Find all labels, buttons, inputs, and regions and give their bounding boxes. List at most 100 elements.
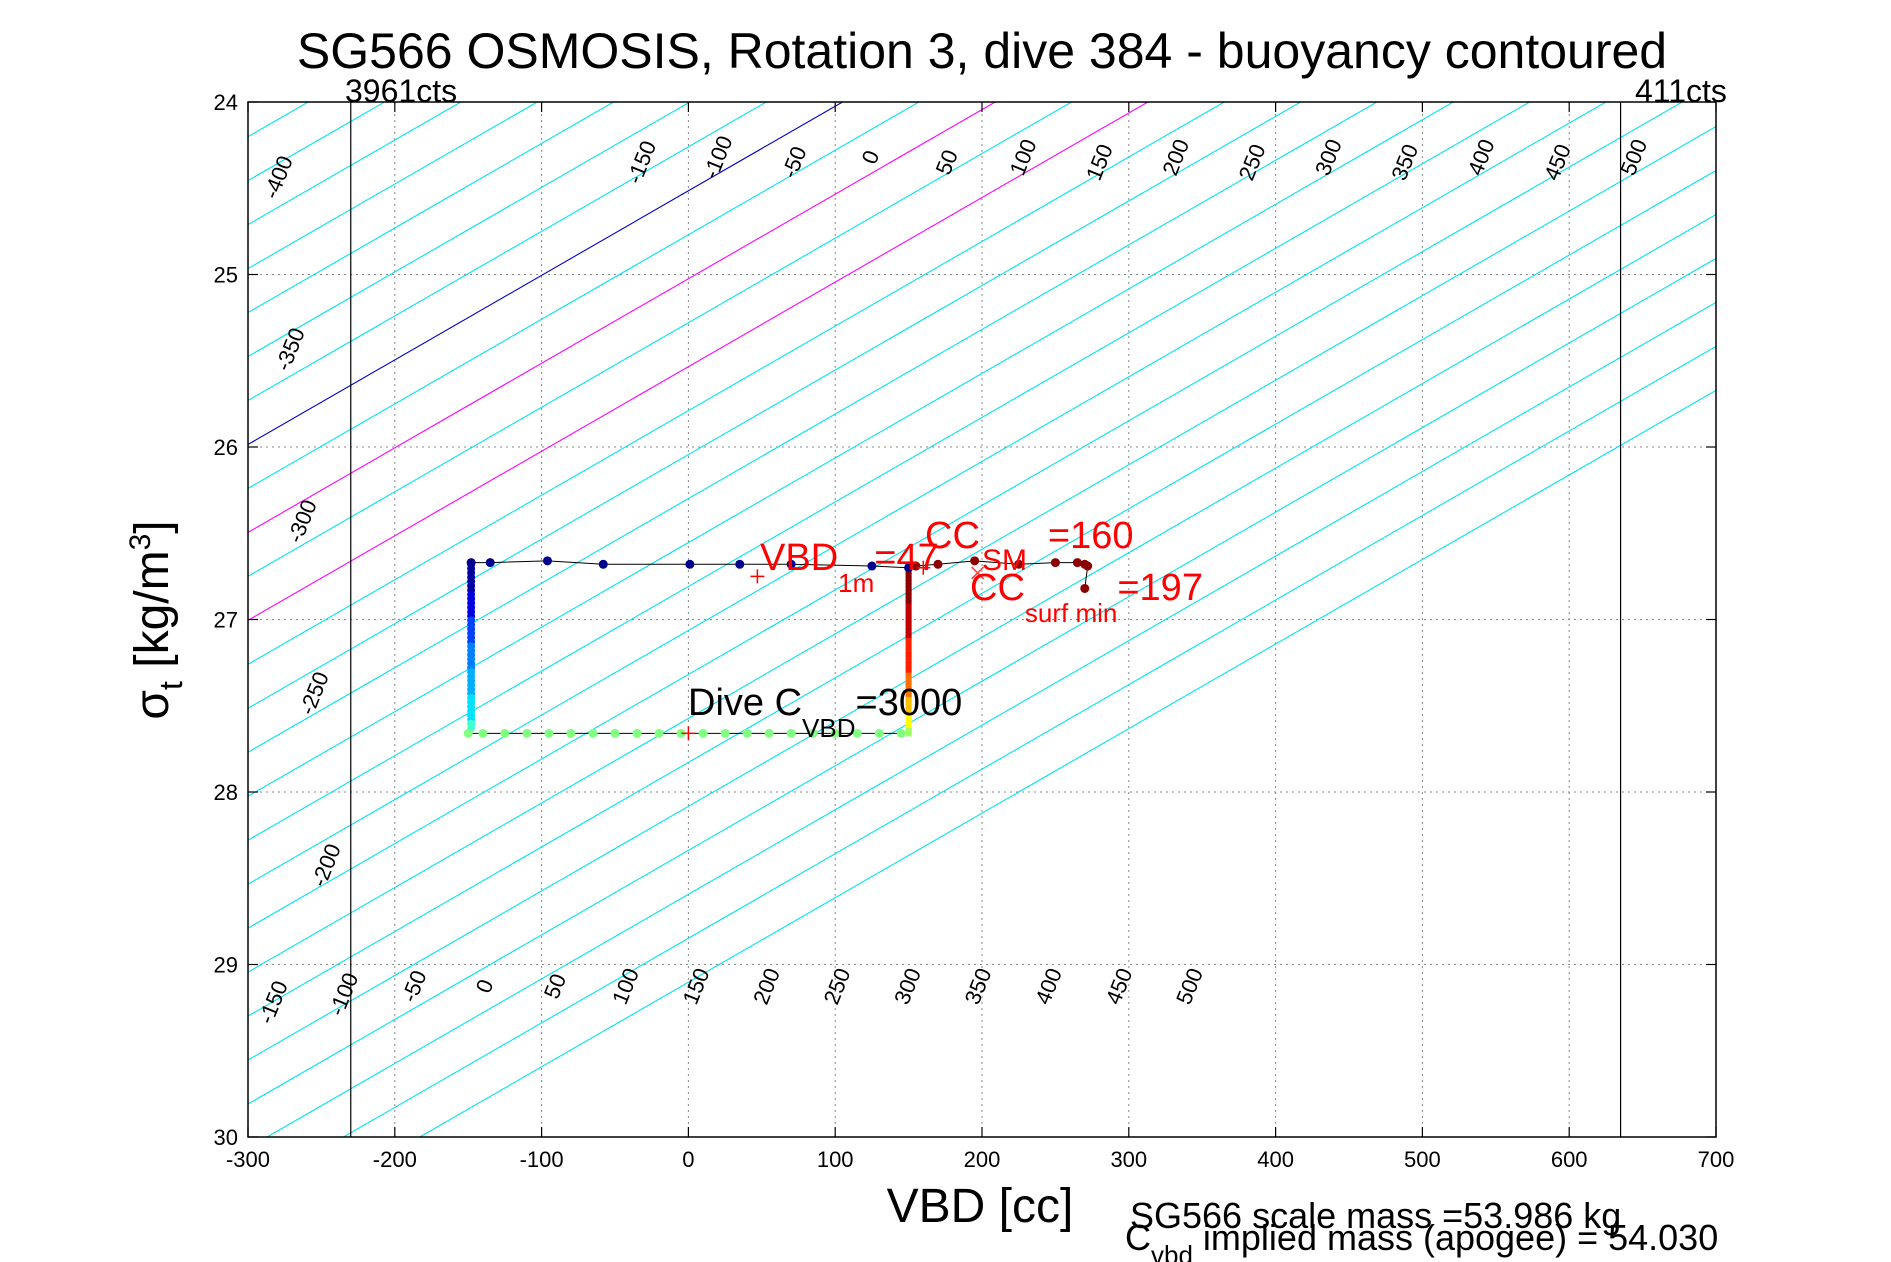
ascent-column-point <box>905 655 912 661</box>
x-tick-label: 0 <box>682 1147 694 1172</box>
surface-point <box>1080 583 1090 593</box>
descent-point <box>542 556 552 566</box>
ascent-column-point <box>905 576 912 582</box>
ascent-column-point <box>905 603 912 609</box>
vbd-max-label: 3961cts <box>345 73 457 109</box>
ascent-column-point <box>905 714 912 720</box>
deep-point <box>654 728 664 738</box>
sm-annotation: SM <box>982 544 1027 577</box>
deep-point <box>478 728 488 738</box>
x-tick-label: 500 <box>1404 1147 1441 1172</box>
ascent-column-point <box>905 679 912 685</box>
ascent-column-point <box>905 676 912 682</box>
y-tick-label: 29 <box>214 953 238 978</box>
buoyancy-contour-150 <box>248 102 1072 578</box>
buoyancy-contour-550 <box>248 102 1683 929</box>
ascent-column-point <box>905 662 912 668</box>
buoyancy-contour-650 <box>248 169 1716 1017</box>
descent-point <box>786 559 796 569</box>
buoyancy-contour-50 <box>248 102 920 490</box>
deep-point <box>764 728 774 738</box>
descent-point <box>466 558 476 568</box>
x-tick-label: -200 <box>373 1147 417 1172</box>
ascent-column-point <box>905 607 912 613</box>
ascent-column-point <box>905 686 912 692</box>
ascent-column-point <box>905 721 912 726</box>
vbd-1m-annotation: VBD1m=47 <box>760 537 939 598</box>
x-axis-label: VBD [cc] <box>887 1180 1074 1233</box>
ascent-column-point <box>905 669 912 675</box>
descent-point <box>904 563 914 573</box>
y-tick-label: 28 <box>214 780 238 805</box>
ascent-column-point <box>905 727 912 733</box>
ascent-column-point <box>905 658 912 664</box>
ascent-column-point <box>905 683 912 689</box>
deep-point <box>808 728 818 738</box>
x-tick-label: 200 <box>964 1147 1001 1172</box>
ascent-column-point <box>905 610 912 616</box>
x-tick-label: 300 <box>1110 1147 1147 1172</box>
buoyancy-contour-800 <box>266 301 1716 1137</box>
buoyancy-contour-900 <box>419 389 1716 1137</box>
buoyancy-contours <box>248 102 1716 1137</box>
deep-point <box>522 728 532 738</box>
ascent-column-point <box>905 665 912 671</box>
y-tick-label: 27 <box>214 608 238 633</box>
ascent-column-point <box>905 638 912 644</box>
deep-point <box>830 728 840 738</box>
chart-title: SG566 OSMOSIS, Rotation 3, dive 384 - bu… <box>297 23 1667 79</box>
deep-point <box>874 728 884 738</box>
buoyancy-contour-400 <box>248 102 1454 797</box>
ascent-column-point <box>905 700 912 706</box>
ascent-column-point <box>905 648 912 654</box>
ascent-column-point <box>905 586 912 592</box>
implied-mass-text: Cvbd implied mass (apogee) = 54.030 <box>1125 1217 1718 1262</box>
descent-point <box>598 559 608 569</box>
surface-point <box>933 559 943 569</box>
sm-marker <box>971 566 985 580</box>
deep-point <box>742 728 752 738</box>
deep-point <box>896 728 906 738</box>
buoyancy-contour--50 <box>248 102 767 402</box>
descent-point <box>685 559 695 569</box>
ascent-column-point <box>905 696 912 702</box>
cc-surf-min-annotation: CCsurf min=197 <box>970 567 1203 628</box>
ascent-column-point <box>905 572 912 578</box>
deep-point <box>566 728 576 738</box>
y-axis-label: σt [kg/m3] <box>124 520 189 719</box>
ascent-column-point <box>905 600 912 606</box>
buoyancy-contour-250 <box>248 102 1225 665</box>
ascent-column-point <box>905 731 912 737</box>
ascent-column-point <box>905 614 912 620</box>
deep-point <box>610 728 620 738</box>
ascent-column-point <box>905 631 912 637</box>
ascent-column-point <box>905 593 912 599</box>
buoyancy-contour-600 <box>248 125 1716 973</box>
deep-point <box>852 728 862 738</box>
vbd-limit-lines <box>350 102 1622 1137</box>
surface-point <box>1083 561 1093 571</box>
buoyancy-contour-350 <box>248 102 1378 753</box>
ascent-column-point <box>905 707 912 713</box>
ascent-column-point <box>905 596 912 602</box>
x-tick-label: 400 <box>1257 1147 1294 1172</box>
ascent-column-point <box>905 710 912 716</box>
x-tick-label: -300 <box>226 1147 270 1172</box>
ascent-column-point <box>905 693 912 699</box>
deep-point <box>676 728 686 738</box>
ascent-column-point <box>905 652 912 657</box>
surface-point <box>970 556 980 566</box>
buoyancy-contour-300 <box>248 102 1301 709</box>
deep-point <box>720 728 730 738</box>
buoyancy-contour-500 <box>248 102 1607 885</box>
descent-point <box>867 561 877 571</box>
buoyancy-contour-100 <box>248 102 996 534</box>
axis-ticks: -300 -200 -100 0 100 200 300 400 500 600 700 24 25 26… <box>214 90 1735 1172</box>
deep-point <box>698 728 708 738</box>
x-tick-label: -100 <box>520 1147 564 1172</box>
cc-annotation: CC =160 <box>925 515 1133 557</box>
x-tick-label: 600 <box>1551 1147 1588 1172</box>
descent-point <box>485 558 495 568</box>
ascent-column-point <box>905 717 912 723</box>
